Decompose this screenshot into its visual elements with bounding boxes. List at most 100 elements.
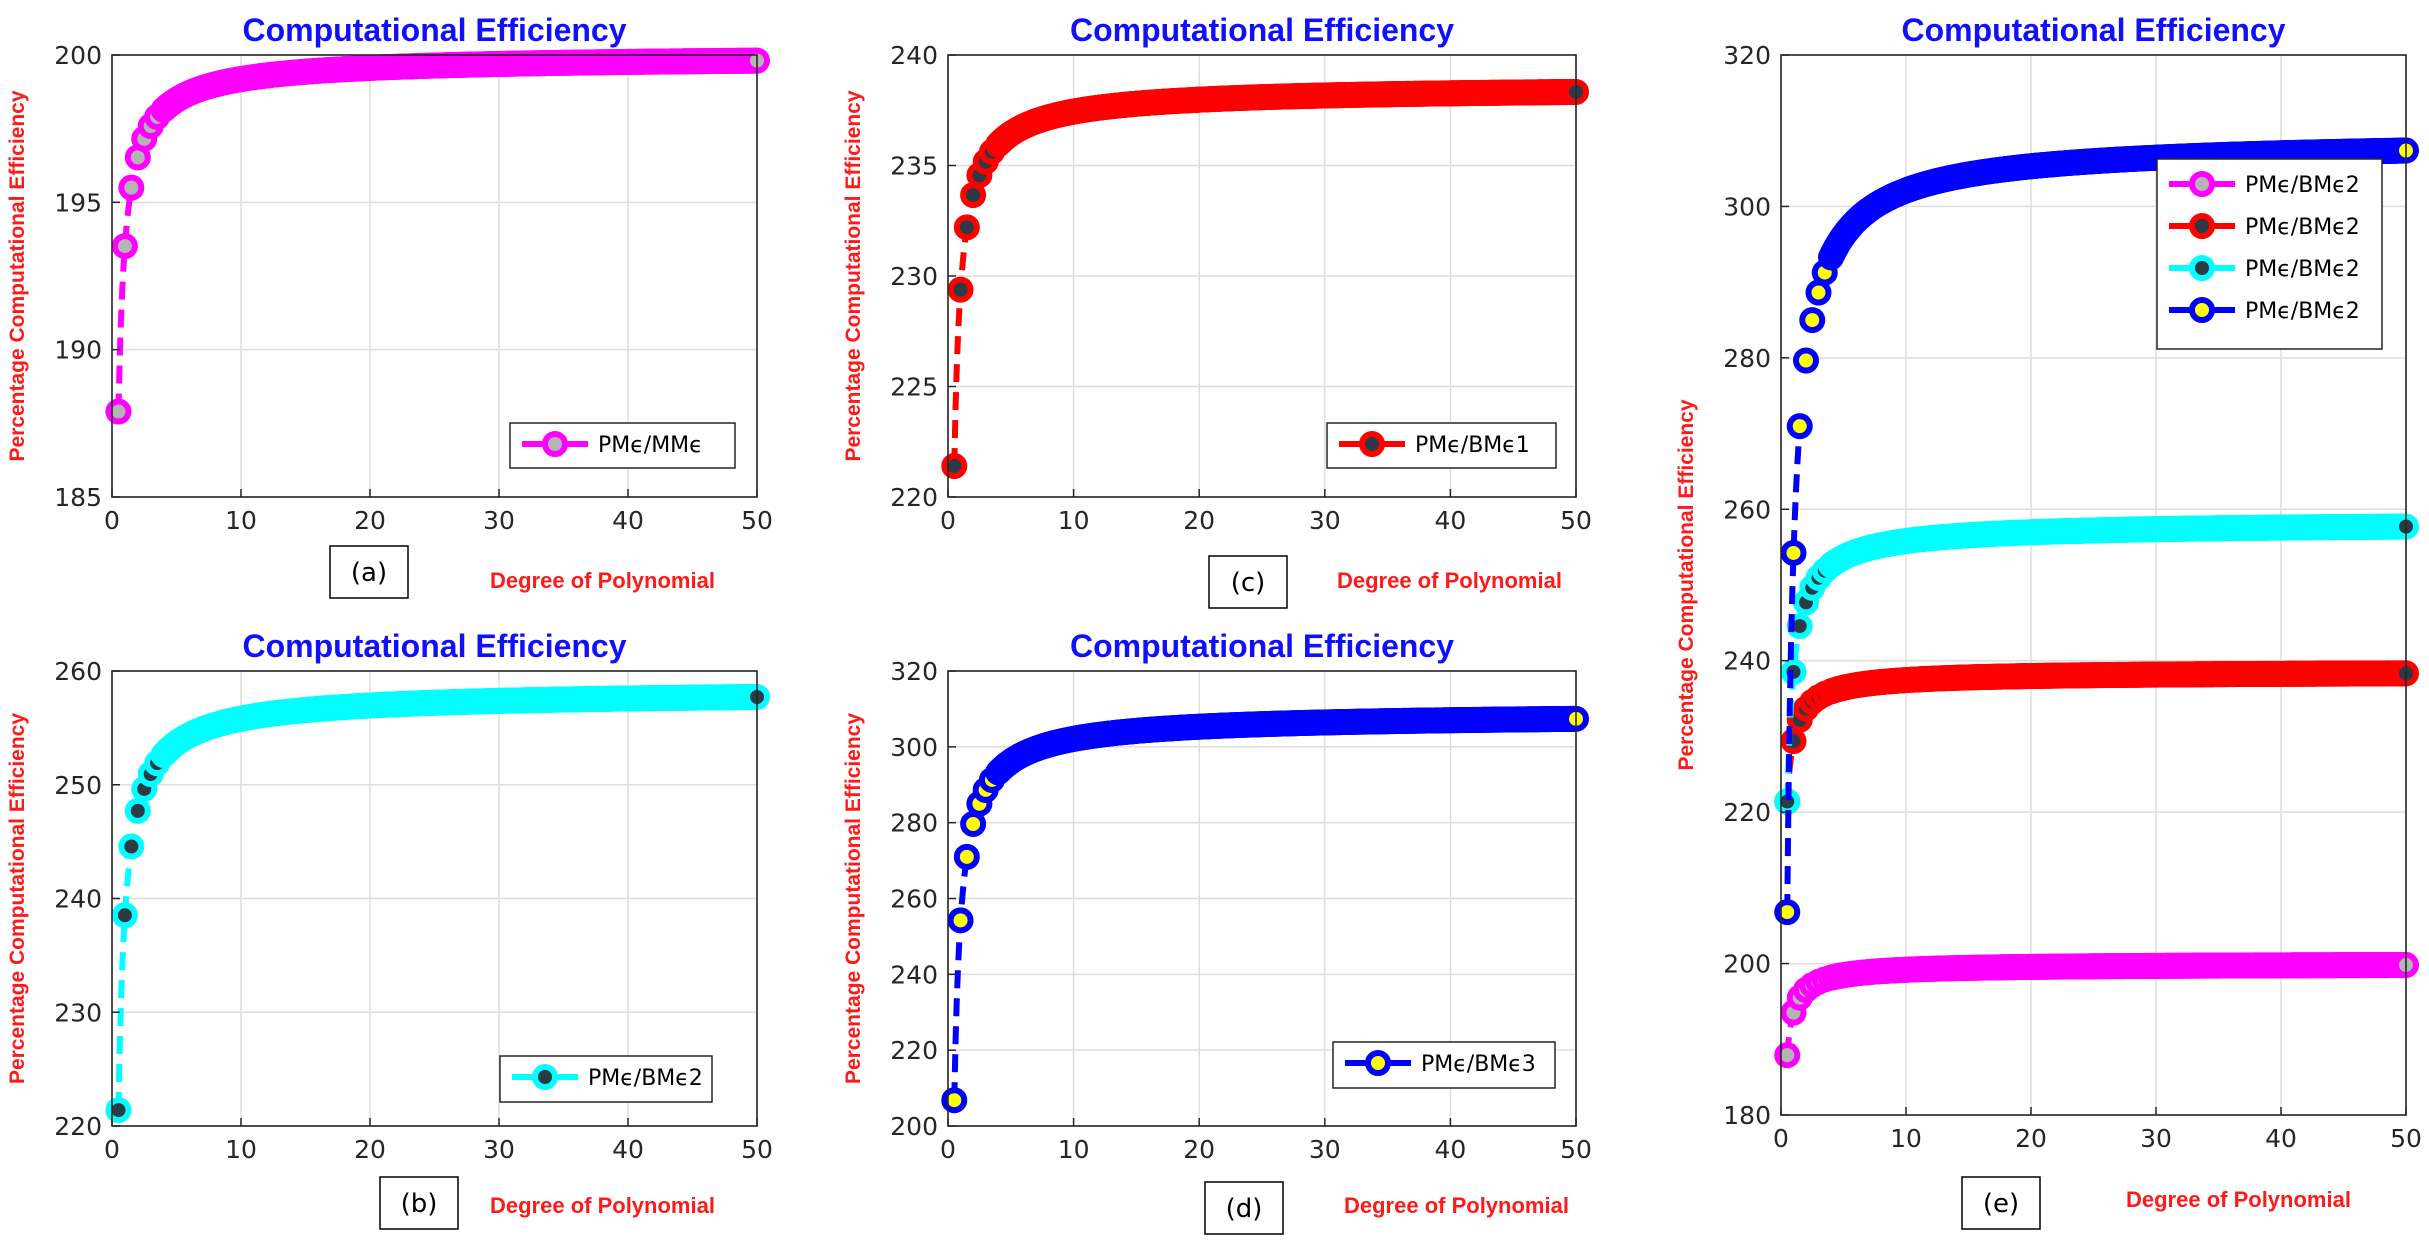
panel-label: (c) bbox=[1231, 568, 1266, 598]
data-point bbox=[118, 174, 145, 201]
x-tick-label: 20 bbox=[2015, 1124, 2047, 1153]
series-1 bbox=[1774, 660, 2419, 815]
chart-panel-c: 0 10 20 30 40 50 220 225 230 235 240 Computational … bbox=[842, 12, 1592, 609]
x-tick-label: 30 bbox=[1309, 1135, 1341, 1164]
x-axis-label: Degree of Polynomial bbox=[490, 1193, 715, 1218]
legend: PMϵ/MMϵ bbox=[509, 422, 736, 469]
chart-panel-d: 0 10 20 30 40 50 200 220 240 260 280 300 320 Computat… bbox=[842, 628, 1592, 1235]
y-axis-label: Percentage Computational Efficiency bbox=[6, 713, 29, 1084]
data-point bbox=[1780, 539, 1807, 566]
x-axis-label: Degree of Polynomial bbox=[490, 568, 715, 593]
data-point bbox=[1774, 1042, 1801, 1069]
y-tick-label: 195 bbox=[54, 188, 102, 217]
y-tick-label: 300 bbox=[890, 733, 938, 762]
data-point bbox=[953, 214, 980, 241]
chart-title: Computational Efficiency bbox=[1070, 628, 1454, 664]
x-tick-label: 10 bbox=[1890, 1124, 1922, 1153]
x-tick-label: 30 bbox=[483, 506, 515, 535]
y-tick-label: 240 bbox=[890, 41, 938, 70]
legend-label: PMϵ/MMϵ bbox=[598, 433, 703, 458]
x-tick-label: 10 bbox=[225, 506, 257, 535]
panel-label: (d) bbox=[1226, 1194, 1263, 1224]
legend-label: PMϵ/BMϵ2 bbox=[2245, 299, 2360, 324]
data-point bbox=[947, 907, 974, 934]
series-line bbox=[115, 187, 135, 412]
x-tick-label: 50 bbox=[2390, 1124, 2422, 1153]
legend-marker bbox=[542, 431, 568, 457]
x-tick-label: 10 bbox=[225, 1135, 257, 1164]
data-point bbox=[1793, 347, 1819, 374]
x-tick-label: 10 bbox=[1058, 1135, 1090, 1164]
x-tick-label: 40 bbox=[1434, 1135, 1466, 1164]
series-0 bbox=[1774, 952, 2419, 1069]
y-tick-label: 240 bbox=[54, 885, 102, 914]
x-tick-label: 30 bbox=[483, 1135, 515, 1164]
y-tick-label: 180 bbox=[1723, 1101, 1771, 1130]
x-tick-label: 50 bbox=[1560, 1135, 1592, 1164]
x-tick-label: 0 bbox=[940, 506, 956, 535]
x-tick-label: 50 bbox=[741, 1135, 773, 1164]
legend-label: PMϵ/BMϵ2 bbox=[2245, 257, 2360, 282]
data-point bbox=[111, 233, 138, 260]
x-tick-label: 0 bbox=[104, 1135, 120, 1164]
x-tick-label: 40 bbox=[1434, 506, 1466, 535]
data-point bbox=[1805, 279, 1832, 306]
legend-marker bbox=[2189, 171, 2215, 197]
x-tick-label: 50 bbox=[1560, 506, 1592, 535]
y-tick-label: 185 bbox=[54, 483, 102, 512]
x-tick-label: 0 bbox=[940, 1135, 956, 1164]
axes-frame bbox=[111, 54, 758, 498]
data-point bbox=[118, 833, 145, 860]
x-tick-label: 10 bbox=[1058, 506, 1090, 535]
legend-marker bbox=[2189, 213, 2215, 239]
y-tick-label: 300 bbox=[1723, 192, 1771, 221]
x-tick-label: 20 bbox=[1183, 506, 1215, 535]
legend-marker bbox=[1365, 1050, 1391, 1076]
y-tick-label: 230 bbox=[54, 998, 102, 1027]
x-axis-label: Degree of Polynomial bbox=[1344, 1193, 1569, 1218]
y-tick-label: 220 bbox=[890, 1036, 938, 1065]
y-tick-label: 200 bbox=[1723, 950, 1771, 979]
legend-marker bbox=[1359, 431, 1385, 457]
y-tick-label: 235 bbox=[890, 152, 938, 181]
y-axis-label: Percentage Computational Efficiency bbox=[1675, 399, 1698, 770]
y-tick-label: 320 bbox=[890, 657, 938, 686]
chart-panel-b: 0 10 20 30 40 50 220 230 240 250 260 Computational … bbox=[6, 628, 773, 1230]
y-axis-label: Percentage Computational Efficiency bbox=[842, 90, 865, 461]
legend-label: PMϵ/BMϵ3 bbox=[1421, 1052, 1536, 1077]
chart-panel-e: 0 10 20 30 40 50 180 200 220 240 260 280 300 320 Compu… bbox=[1675, 12, 2422, 1230]
x-tick-label: 40 bbox=[612, 1135, 644, 1164]
y-axis-label: Percentage Computational Efficiency bbox=[6, 90, 29, 461]
x-tick-label: 30 bbox=[1309, 506, 1341, 535]
data-point bbox=[124, 797, 151, 824]
y-tick-label: 225 bbox=[890, 373, 938, 402]
data-point bbox=[1799, 307, 1826, 334]
panel-label: (b) bbox=[401, 1189, 438, 1219]
y-tick-label: 200 bbox=[54, 41, 102, 70]
panel-label-box bbox=[1208, 555, 1288, 609]
data-point bbox=[947, 276, 974, 303]
y-tick-label: 220 bbox=[1723, 798, 1771, 827]
y-tick-label: 200 bbox=[890, 1112, 938, 1141]
chart-title: Computational Efficiency bbox=[1901, 12, 2285, 48]
chart-panel-a: 0 10 20 30 40 50 185 190 195 200 Computational Eff… bbox=[6, 12, 773, 599]
legend-label: PMϵ/BMϵ2 bbox=[2245, 173, 2360, 198]
legend: PMϵ/BMϵ3 bbox=[1332, 1041, 1556, 1089]
chart-title: Computational Efficiency bbox=[242, 12, 626, 48]
x-tick-label: 20 bbox=[354, 1135, 386, 1164]
legend-marker bbox=[2189, 255, 2215, 281]
chart-title: Computational Efficiency bbox=[1070, 12, 1454, 48]
x-axis-label: Degree of Polynomial bbox=[1337, 568, 1562, 593]
x-tick-label: 30 bbox=[2140, 1124, 2172, 1153]
legend: PMϵ/BMϵ1 bbox=[1326, 422, 1557, 469]
y-tick-label: 240 bbox=[890, 960, 938, 989]
legend: PMϵ/BMϵ2 PMϵ/BMϵ2 PMϵ/BMϵ2 PMϵ/BMϵ2 bbox=[2156, 158, 2383, 350]
x-tick-label: 40 bbox=[612, 506, 644, 535]
x-tick-label: 40 bbox=[2265, 1124, 2297, 1153]
y-tick-label: 190 bbox=[54, 336, 102, 365]
data-point bbox=[953, 843, 980, 870]
x-tick-label: 0 bbox=[1773, 1124, 1789, 1153]
series-0 bbox=[941, 78, 1589, 480]
panel-label: (a) bbox=[351, 558, 387, 588]
